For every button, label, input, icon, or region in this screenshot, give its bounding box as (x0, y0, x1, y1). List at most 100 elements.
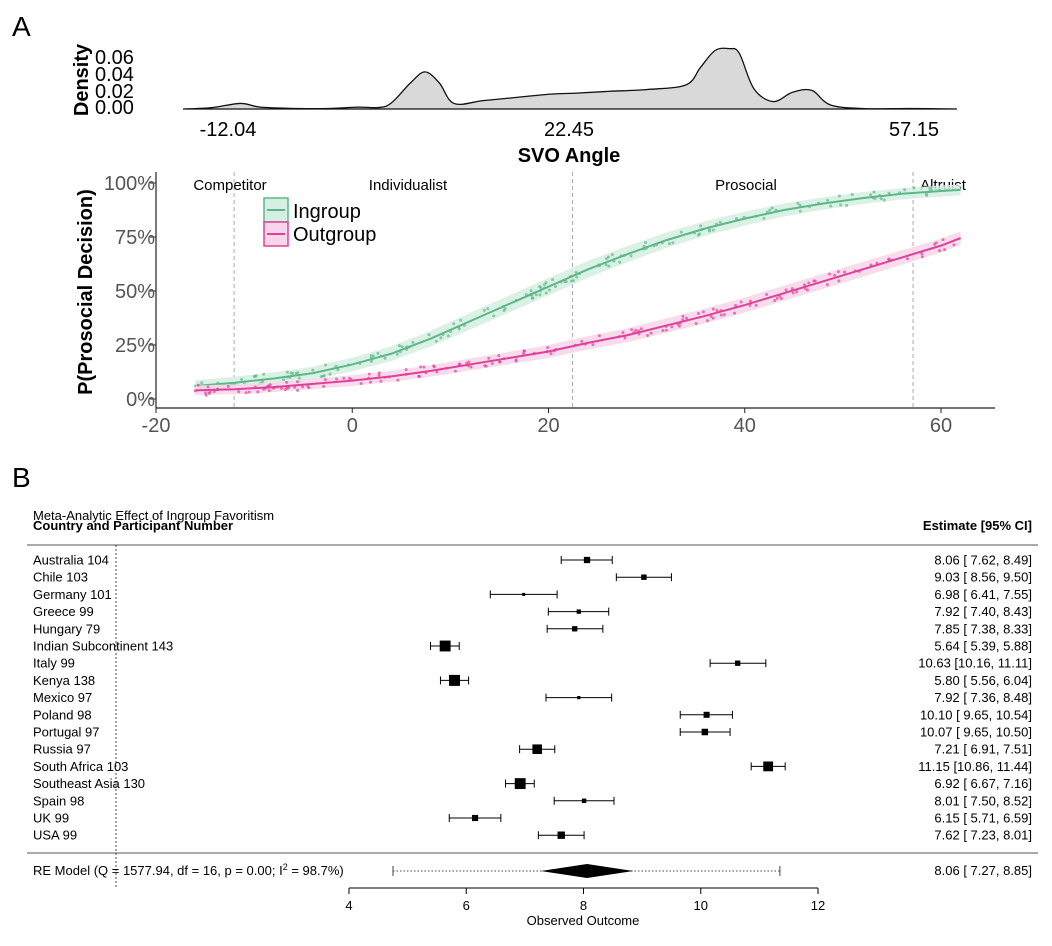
forest-row: Portugal 97 10.07 [ 9.65, 10.50] (33, 725, 1032, 740)
obs-point-outgroup (256, 390, 260, 394)
obs-point-outgroup (377, 373, 381, 377)
obs-point-ingroup (547, 288, 551, 292)
forest-row-label: Kenya 138 (33, 673, 95, 688)
obs-point-outgroup (359, 381, 363, 385)
forest-row-label: USA 99 (33, 828, 77, 843)
obs-point-ingroup (912, 186, 916, 190)
obs-point-ingroup (679, 230, 683, 234)
obs-point-ingroup (529, 289, 533, 293)
forest-point-estimate (439, 640, 451, 652)
obs-point-ingroup (610, 253, 614, 257)
logistic-ytick-label: 75% (115, 227, 155, 249)
obs-point-outgroup (938, 249, 942, 253)
obs-point-ingroup (324, 363, 328, 367)
forest-row-estimate: 7.21 [ 6.91, 7.51] (934, 742, 1032, 757)
forest-row-label: Indian Subcontinent 143 (33, 639, 173, 654)
forest-row-estimate: 10.10 [ 9.65, 10.54] (920, 707, 1032, 722)
forest-row-estimate: 7.92 [ 7.36, 8.48] (934, 690, 1032, 705)
forest-row-estimate: 7.85 [ 7.38, 8.33] (934, 621, 1032, 636)
logistic-ytick-label: 0% (126, 389, 155, 411)
obs-point-ingroup (383, 356, 387, 360)
obs-point-outgroup (521, 351, 525, 355)
logistic-plot: P(Prosocial Decision) 0% 25% 50% 75% 100% -2… (75, 172, 995, 437)
obs-point-ingroup (872, 190, 876, 194)
obs-point-outgroup (664, 328, 668, 332)
obs-point-outgroup (828, 272, 832, 276)
obs-point-ingroup (796, 201, 800, 205)
region-label-individualist: Individualist (369, 177, 448, 194)
forest-row-label: South Africa 103 (33, 759, 128, 774)
forest-point-estimate (577, 695, 581, 700)
obs-point-ingroup (606, 255, 610, 259)
forest-row-estimate: 10.63 [10.16, 11.11] (918, 656, 1032, 671)
obs-point-ingroup (604, 257, 608, 261)
obs-point-outgroup (293, 385, 297, 389)
obs-point-ingroup (554, 284, 558, 288)
logistic-xtick-label: 40 (734, 415, 756, 437)
obs-point-ingroup (707, 228, 711, 232)
forest-row-label: Germany 101 (33, 587, 112, 602)
obs-point-outgroup (342, 376, 346, 380)
forest-row: Southeast Asia 130 6.92 [ 6.67, 7.16] (33, 776, 1032, 791)
density-xlabel: SVO Angle (518, 145, 621, 167)
forest-row-label: Chile 103 (33, 570, 88, 585)
forest-xtick-label: 12 (811, 898, 825, 913)
obs-point-outgroup (837, 279, 841, 283)
obs-point-ingroup (575, 275, 579, 279)
obs-point-ingroup (538, 293, 542, 297)
forest-row-label: Russia 97 (33, 742, 91, 757)
obs-point-ingroup (321, 374, 325, 378)
obs-point-outgroup (920, 255, 924, 259)
obs-point-ingroup (618, 260, 622, 264)
forest-point-estimate (449, 674, 461, 686)
obs-point-outgroup (739, 300, 743, 304)
obs-point-outgroup (790, 287, 794, 291)
obs-point-ingroup (698, 232, 702, 236)
obs-point-ingroup (446, 334, 450, 338)
obs-point-outgroup (905, 257, 909, 261)
region-label-competitor: Competitor (193, 177, 266, 194)
logistic-xticks: -20 0 20 40 60 (142, 408, 952, 437)
obs-point-outgroup (779, 296, 783, 300)
forest-row: UK 99 6.15 [ 5.71, 6.59] (33, 811, 1032, 826)
obs-point-ingroup (798, 203, 802, 207)
obs-point-outgroup (697, 312, 701, 316)
forest-row-estimate: 5.80 [ 5.56, 6.04] (934, 673, 1032, 688)
obs-point-outgroup (597, 334, 601, 338)
forest-row-label: Italy 99 (33, 656, 75, 671)
forest-plot: Meta-Analytic Effect of Ingroup Favoriti… (27, 508, 1038, 928)
obs-point-outgroup (649, 331, 653, 335)
logistic-ylabel: P(Prosocial Decision) (75, 189, 97, 395)
obs-point-outgroup (684, 316, 688, 320)
forest-row-estimate: 6.92 [ 6.67, 7.16] (934, 776, 1032, 791)
fit-line-outgroup (195, 237, 961, 392)
forest-row-label: Portugal 97 (33, 725, 100, 740)
obs-point-ingroup (826, 198, 830, 202)
obs-point-ingroup (395, 352, 399, 356)
forest-row-estimate: 8.06 [ 7.62, 8.49] (934, 553, 1032, 568)
obs-point-outgroup (206, 385, 210, 389)
obs-point-ingroup (903, 188, 907, 192)
forest-row-estimate: 11.15 [10.86, 11.44] (918, 759, 1032, 774)
obs-point-outgroup (267, 388, 271, 392)
obs-point-ingroup (850, 192, 854, 196)
obs-point-ingroup (607, 264, 611, 268)
obs-point-ingroup (200, 381, 204, 385)
obs-point-outgroup (681, 314, 685, 318)
re-model-estimate: 8.06 [ 7.27, 8.85] (934, 863, 1032, 878)
obs-point-outgroup (396, 378, 400, 382)
obs-point-ingroup (879, 197, 883, 201)
obs-point-outgroup (207, 391, 211, 395)
obs-point-outgroup (498, 360, 502, 364)
forest-rows: Australia 104 8.06 [ 7.62, 8.49] Chile 103… (33, 553, 1032, 843)
obs-point-outgroup (247, 390, 251, 394)
forest-row: Hungary 79 7.85 [ 7.38, 8.33] (33, 621, 1032, 636)
forest-row-label: UK 99 (33, 811, 69, 826)
forest-xtick-label: 4 (345, 898, 352, 913)
obs-point-outgroup (941, 238, 945, 242)
obs-point-outgroup (773, 299, 777, 303)
obs-point-ingroup (482, 308, 486, 312)
obs-point-outgroup (469, 365, 473, 369)
obs-point-ingroup (798, 209, 802, 213)
forest-row: South Africa 103 11.15 [10.86, 11.44] (33, 759, 1032, 774)
